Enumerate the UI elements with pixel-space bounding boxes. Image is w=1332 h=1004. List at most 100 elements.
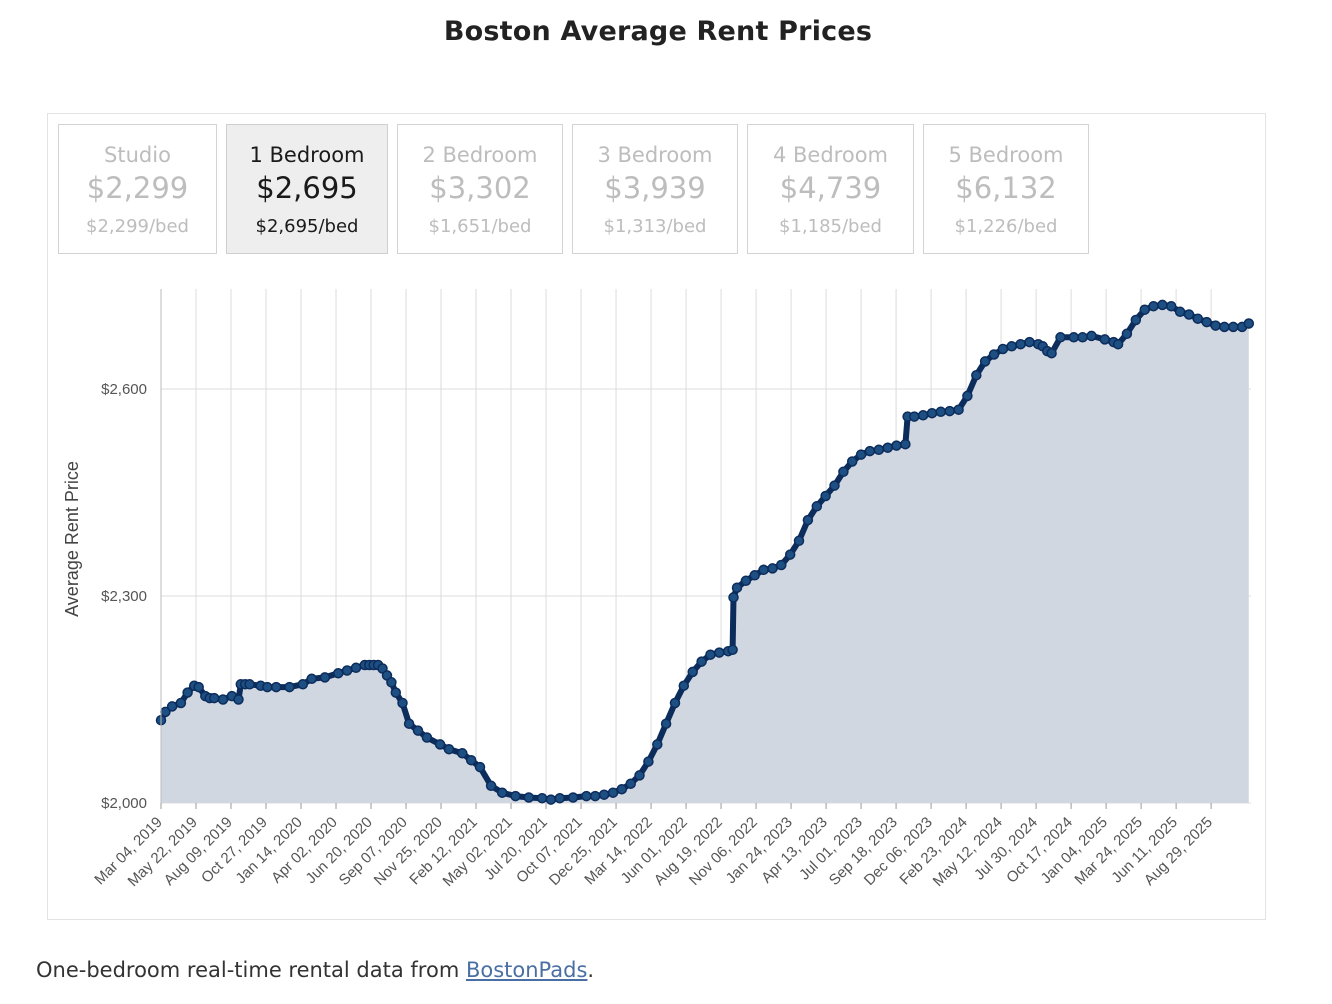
data-point [297,679,309,690]
page-title: Boston Average Rent Prices [443,16,873,47]
data-point [1055,332,1066,343]
caption-suffix: . [587,958,595,982]
tab-5-bedroom[interactable]: 5 Bedroom $6,132 $1,226/bed [923,124,1089,254]
tab-1-bedroom[interactable]: 1 Bedroom $2,695 $2,695/bed [226,124,388,254]
data-point [589,790,601,802]
data-point [820,490,831,502]
data-point [1228,321,1239,333]
data-point [793,535,805,547]
data-point [1086,330,1097,342]
tab-price: $2,299 [86,171,189,205]
tab-per-bed: $2,299/bed [86,216,189,237]
tab-studio[interactable]: Studio $2,299 $2,299/bed [58,124,217,254]
tab-per-bed: $2,695/bed [255,216,359,237]
data-point [607,787,619,798]
data-point [1148,300,1159,312]
caption-text: One-bedroom real-time rental data from [36,958,466,982]
area-layer [158,301,1252,803]
tab-name: 2 Bedroom [422,143,538,167]
data-point [838,466,849,478]
data-point [233,694,244,705]
data-point [182,687,193,698]
data-point [1201,316,1212,328]
data-point [997,343,1009,355]
data-point [208,692,220,704]
data-point [598,789,610,800]
data-point [829,480,840,491]
y-tick-label: $2,000 [101,795,147,812]
data-point [1174,306,1186,318]
data-point [784,549,796,560]
data-point [1077,332,1088,343]
data-point [1130,314,1142,326]
tab-4-bedroom[interactable]: 4 Bedroom $4,739 $1,185/bed [747,124,914,254]
data-point [421,732,433,743]
tab-per-bed: $1,651/bed [428,216,532,237]
data-point [536,792,548,804]
data-point [926,407,938,419]
y-tick-label: $2,300 [101,588,147,605]
data-point [350,662,362,674]
data-point [758,564,769,576]
data-point [244,679,255,690]
data-point [767,563,778,574]
data-point [731,582,743,593]
data-point [319,672,331,683]
data-point [652,739,663,750]
data-point [935,406,947,418]
y-axis-label: Average Rent Price [62,461,82,617]
area-fill [161,304,1249,803]
data-point [1165,300,1177,312]
data-point [193,681,204,693]
tab-2-bedroom[interactable]: 2 Bedroom $3,302 $1,651/bed [397,124,563,254]
data-point [175,697,187,709]
data-point [696,656,707,667]
data-point [855,449,867,460]
data-point [545,794,557,805]
data-point [917,410,929,421]
data-point [262,681,273,693]
data-point [669,697,681,709]
tab-name: 1 Bedroom [249,143,365,167]
data-point [891,440,902,451]
tab-price: $4,739 [779,171,882,205]
data-point [1046,347,1057,359]
data-point [434,739,446,750]
point-layer [155,299,1255,805]
data-point [270,681,282,693]
tab-3-bedroom[interactable]: 3 Bedroom $3,939 $1,313/bed [572,124,738,254]
data-point [988,349,1000,360]
data-point [1006,341,1017,352]
tab-price: $2,695 [256,171,358,205]
data-point [217,694,229,705]
data-point [714,647,725,658]
data-point [403,718,415,729]
data-point [728,592,739,603]
tab-price: $6,132 [955,171,1057,205]
data-point [1219,321,1230,333]
tab-name: 3 Bedroom [597,143,713,167]
data-point [953,404,964,415]
data-point [1139,304,1150,315]
tab-name: 4 Bedroom [772,143,889,167]
data-point [1121,328,1133,340]
data-point [1068,332,1080,343]
data-point [811,501,823,512]
data-point [1157,299,1168,311]
bostonpads-link[interactable]: BostonPads [465,958,588,982]
data-point [166,701,178,712]
data-point [1112,338,1124,350]
data-point [341,665,353,676]
tab-name: 5 Bedroom [948,143,1064,167]
data-point [864,445,876,457]
y-tick-label: $2,600 [101,381,147,398]
data-point [1024,336,1035,348]
data-point [687,666,698,678]
data-point [802,514,814,526]
data-point [643,756,654,767]
tab-name: Studio [104,143,171,167]
data-point [412,725,424,736]
data-point [962,390,973,402]
data-point [971,369,982,381]
